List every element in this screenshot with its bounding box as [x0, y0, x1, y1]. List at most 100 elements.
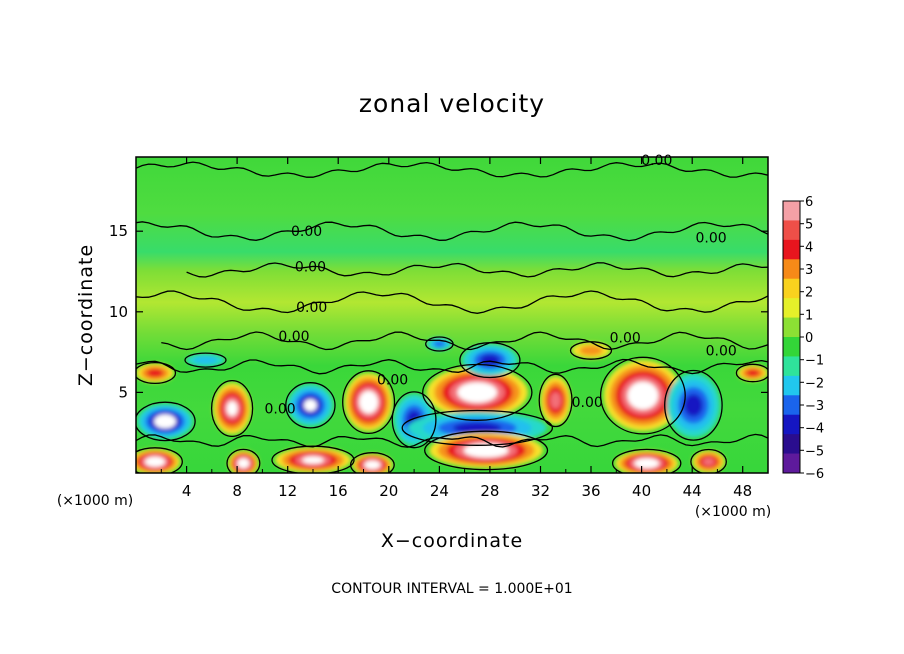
contour-label-9: 0.00	[265, 402, 296, 418]
x-tick-label-32: 32	[531, 482, 550, 500]
x-tick-label-12: 12	[278, 482, 297, 500]
colorbar-tick-label-5: 1	[805, 308, 813, 323]
x-unit-label-left: (×1000 m)	[57, 493, 133, 509]
contour-band-0	[136, 161, 768, 178]
contour-label-0: 0.00	[641, 153, 672, 169]
x-axis-label: X−coordinate	[381, 530, 523, 552]
field-positive-patch-12	[136, 448, 181, 473]
x-tick-label-36: 36	[581, 482, 600, 500]
field-negative-patch-2	[287, 384, 334, 427]
contour-ring-15	[349, 452, 395, 473]
colorbar-swatch-12	[783, 434, 800, 454]
field-positive-patch-9	[603, 360, 683, 432]
field-positive-patch-21	[572, 342, 610, 359]
contour-ring-11	[136, 361, 177, 385]
x-tick-label-8: 8	[232, 482, 242, 500]
contour-ring-10	[664, 369, 723, 441]
colorbar-tick-label-4: 2	[805, 286, 813, 301]
contour-label-1: 0.00	[291, 224, 322, 240]
field-positive-patch-16	[429, 432, 543, 469]
x-tick-label-44: 44	[683, 482, 702, 500]
contour-label-7: 0.00	[706, 344, 737, 360]
contour-ring-2	[285, 382, 336, 429]
contour-ring-13	[226, 448, 261, 473]
field-positive-patch-3	[344, 373, 393, 432]
contour-band-1	[136, 221, 768, 242]
contour-ring-0	[136, 401, 196, 442]
colorbar-swatch-1	[783, 220, 800, 241]
field-positive-patch-11	[136, 363, 174, 383]
colorbar-swatch-4	[783, 278, 800, 299]
colorbar-swatch-0	[783, 201, 800, 221]
contour-label-8: 0.00	[377, 373, 408, 389]
colorbar-swatch-6	[783, 317, 800, 338]
field-positive-patch-17	[615, 450, 679, 473]
contour-label-10: 0.00	[572, 395, 603, 411]
field-positive-patch-1	[213, 382, 252, 435]
contour-band-2	[186, 262, 768, 278]
colorbar-swatch-9	[783, 375, 800, 396]
field-negative-patch-19	[426, 337, 452, 351]
x-tick-label-48: 48	[733, 482, 752, 500]
plot-area	[136, 157, 768, 473]
colorbar-tick-label-8: −2	[805, 376, 824, 391]
contour-ring-1	[210, 379, 254, 438]
y-tick-label-15: 15	[109, 222, 128, 240]
contour-ring-22	[735, 363, 768, 383]
field-negative-patch-20	[186, 353, 225, 367]
contour-label-5: 0.00	[278, 329, 309, 345]
plot-frame	[135, 156, 769, 474]
contour-ring-6	[401, 409, 554, 446]
colorbar-tick-label-10: −4	[805, 422, 824, 437]
colorbar-swatch-8	[783, 356, 800, 377]
contour-interval-footer: CONTOUR INTERVAL = 1.000E+01	[331, 581, 572, 597]
y-axis-label: Z−coordinate	[75, 244, 97, 386]
colorbar-tick-label-11: −5	[805, 444, 824, 459]
contour-ring-3	[342, 370, 396, 435]
y-tick-label-5: 5	[118, 383, 128, 401]
contour-label-6: 0.00	[610, 331, 641, 347]
contour-band-4	[161, 331, 768, 351]
contour-ring-18	[690, 448, 727, 473]
x-tick-label-16: 16	[329, 482, 348, 500]
colorbar-tick-label-9: −3	[805, 399, 824, 414]
colorbar-swatch-3	[783, 259, 800, 280]
contour-ring-8	[538, 373, 573, 428]
field-positive-patch-5	[426, 366, 528, 419]
contour-label-2: 0.00	[696, 231, 727, 247]
contour-label-4: 0.00	[296, 300, 327, 316]
colorbar-tick-label-12: −6	[805, 467, 824, 482]
chart-title: zonal velocity	[359, 89, 545, 118]
colorbar-swatch-2	[783, 239, 800, 260]
x-unit-label-right: (×1000 m)	[695, 504, 771, 520]
field-positive-patch-18	[692, 450, 725, 473]
field-patches	[136, 337, 768, 473]
colorbar-tick-label-6: 0	[805, 331, 813, 346]
x-tick-label-40: 40	[632, 482, 651, 500]
x-tick-label-24: 24	[430, 482, 449, 500]
contour-ring-9	[599, 356, 686, 435]
colorbar-swatch-10	[783, 395, 800, 416]
x-tick-label-28: 28	[480, 482, 499, 500]
contour-band-3	[136, 290, 768, 314]
field-positive-patch-22	[737, 364, 768, 382]
y-tick-label-10: 10	[109, 303, 128, 321]
contour-label-3: 0.00	[295, 260, 326, 276]
field-positive-patch-15	[352, 453, 393, 473]
contour-ring-17	[611, 448, 682, 473]
colorbar-swatch-13	[783, 453, 800, 474]
contour-ring-16	[424, 430, 549, 471]
contour-ring-20	[184, 352, 227, 368]
colorbar-tick-label-7: −1	[805, 354, 824, 369]
colorbar-swatch-11	[783, 414, 800, 435]
contour-labels: 0.00 0.00 0.00 0.00 0.00 0.00 0.00 0.00 0.00 0.00…	[265, 153, 737, 417]
field-negative-patch-0	[137, 403, 193, 440]
x-tick-label-4: 4	[182, 482, 192, 500]
field-negative-patch-10	[666, 373, 720, 438]
contour-ring-4	[391, 391, 437, 449]
colorbar-tick-label-3: 3	[805, 263, 813, 278]
colorbar: 6 5 4 3 2 1 0 −1 −2 −3 −4 −5 −6	[782, 195, 824, 482]
contour-band-5	[136, 358, 768, 375]
colorbar-swatch-5	[783, 298, 800, 318]
